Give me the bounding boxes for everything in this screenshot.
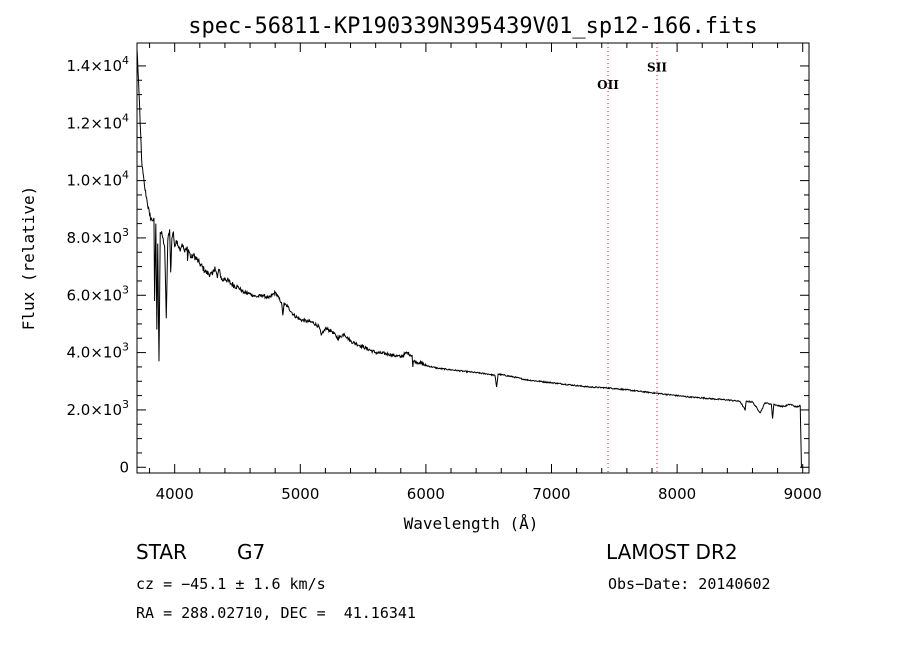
x-axis-ticks: 4000 5000 6000 7000 8000 9000 [149, 43, 822, 503]
spectrum-chart: spec-56811-KP190339N395439V01_sp12-166.f… [19, 14, 822, 533]
x-tick-label: 9000 [784, 485, 822, 503]
object-subclass: G7 [237, 540, 266, 564]
y-tick-label: 6.0×103 [66, 283, 129, 304]
spectrum-line [136, 48, 804, 468]
x-tick-label: 7000 [532, 485, 570, 503]
y-tick-label: 4.0×103 [66, 341, 129, 362]
y-axis-ticks: 0 2.0×103 4.0×103 6.0×103 8.0×103 1.0×104 1.2×… [66, 54, 809, 476]
redshift-velocity: cz = −45.1 ± 1.6 km/s [136, 575, 326, 593]
y-axis-label: Flux (relative) [19, 186, 38, 331]
object-class: STAR [136, 540, 187, 564]
x-axis-label: Wavelength (Å) [404, 514, 539, 533]
y-tick-label: 1.0×104 [66, 169, 129, 190]
y-tick-label: 2.0×103 [66, 398, 129, 419]
y-tick-label: 1.2×104 [66, 111, 129, 132]
x-tick-label: 6000 [407, 485, 445, 503]
y-tick-label: 8.0×103 [66, 226, 129, 247]
coordinates: RA = 288.02710, DEC = 41.16341 [136, 604, 416, 622]
y-tick-label: 1.4×104 [66, 54, 129, 75]
plot-frame [136, 42, 810, 474]
x-tick-label: 8000 [658, 485, 696, 503]
x-tick-label: 5000 [281, 485, 319, 503]
survey-name: LAMOST DR2 [606, 540, 738, 564]
x-tick-label: 4000 [156, 485, 194, 503]
line-label: OII [597, 78, 619, 92]
line-label: SII [647, 61, 667, 75]
spectral-line-markers: OII SII [597, 43, 667, 473]
chart-title: spec-56811-KP190339N395439V01_sp12-166.f… [188, 14, 758, 39]
observation-date: Obs−Date: 20140602 [608, 575, 771, 593]
y-tick-label: 0 [119, 458, 129, 476]
